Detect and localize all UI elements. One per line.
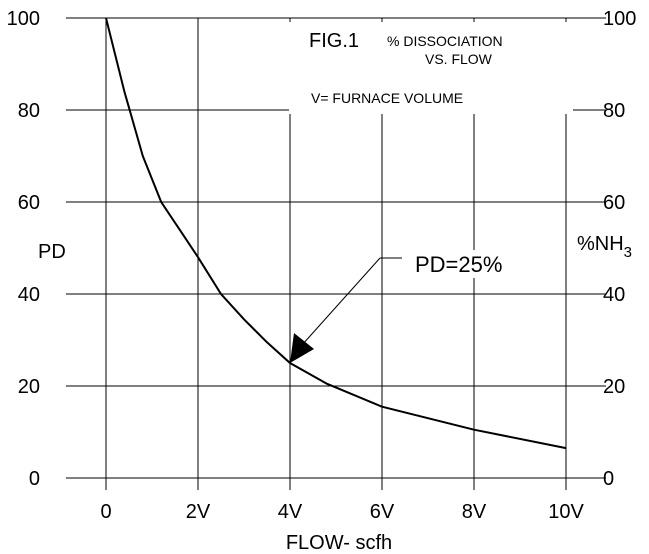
y-tick-label-right: 0 [603, 468, 614, 490]
y-tick-label-left: 20 [18, 376, 40, 398]
x-tick-label: 4V [278, 501, 303, 523]
series-line [105, 17, 567, 450]
y-tick-label-left: 0 [29, 468, 40, 490]
y-axis-label-right-main: %NH [577, 233, 624, 255]
y-tick-label-right: 60 [603, 192, 625, 214]
figure-subtitle-line2: VS. FLOW [425, 51, 493, 67]
tick-labels: 0 2V 4V 6V 8V 10V 0 0 20 20 40 40 60 60 80 80 100 100 [7, 8, 637, 523]
caption-background [289, 22, 573, 114]
figure-title: FIG.1 [309, 30, 359, 52]
y-tick-label-right: 40 [603, 284, 625, 306]
y-tick-label-right: 80 [603, 100, 625, 122]
annotation-arrowhead [290, 333, 314, 363]
y-tick-label-right: 100 [603, 8, 636, 30]
figure-caption: FIG.1 % DISSOCIATION VS. FLOW V= FURNACE… [289, 22, 573, 114]
figure-note: V= FURNACE VOLUME [311, 90, 463, 106]
y-tick-label-left: 60 [18, 192, 40, 214]
y-axis-label-left: PD [38, 241, 66, 263]
x-tick-label: 6V [370, 501, 395, 523]
annotation: PD=25% [290, 250, 502, 363]
y-tick-label-right: 20 [603, 376, 625, 398]
x-axis-label: FLOW- scfh [286, 532, 392, 554]
annotation-label-bg [412, 250, 502, 278]
y-axis-label-right-subscript: 3 [624, 244, 632, 261]
figure-subtitle-line1: % DISSOCIATION [387, 33, 503, 49]
plot-border [105, 17, 567, 479]
x-tick-label: 10V [548, 501, 584, 523]
y-tick-label-left: 80 [18, 100, 40, 122]
annotation-leader-diagonal [301, 257, 381, 346]
x-tick-label: 2V [186, 501, 211, 523]
y-tick-label-left: 40 [18, 284, 40, 306]
y-tick-label-left: 100 [7, 8, 40, 30]
x-tick-label: 0 [100, 501, 111, 523]
x-tick-label: 8V [462, 501, 487, 523]
annotation-label: PD=25% [415, 252, 502, 277]
y-axis-label-right: %NH3 [577, 233, 632, 261]
